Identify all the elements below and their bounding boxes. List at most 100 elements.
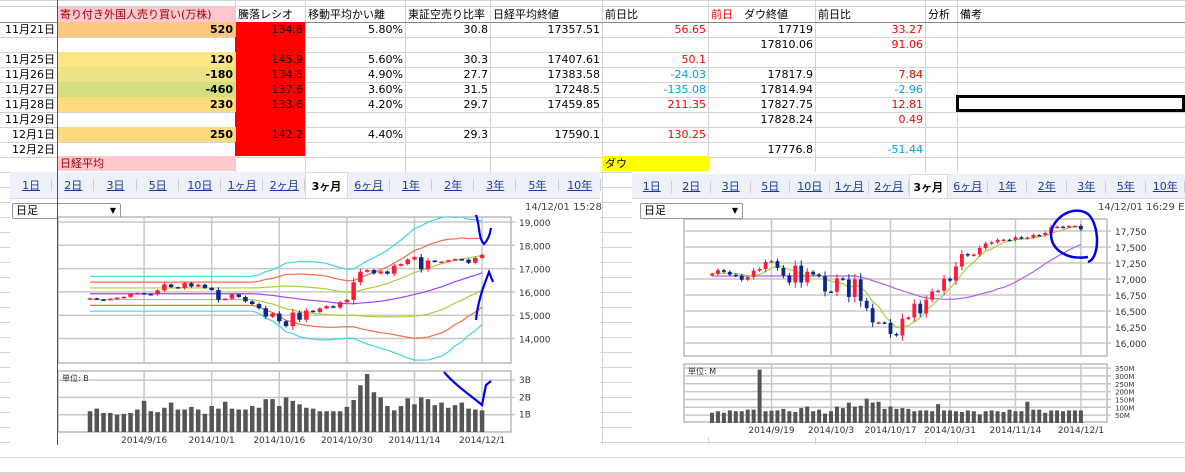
volume-bar — [392, 410, 397, 432]
volume-bar — [1043, 413, 1047, 423]
candle-body — [345, 300, 350, 302]
candle-body — [358, 272, 363, 282]
candle-body — [264, 308, 269, 316]
volume-bar — [223, 402, 228, 432]
volume-bar — [203, 414, 208, 432]
volume-bar — [284, 397, 289, 432]
volume-bar — [716, 411, 720, 423]
volume-bar — [405, 398, 410, 432]
y-tick-label: 17,000 — [519, 266, 551, 276]
volume-bar — [1008, 410, 1012, 423]
volume-bar — [1079, 410, 1083, 423]
volume-bar — [859, 406, 863, 423]
candle-body — [291, 313, 296, 326]
volume-tick-label: 2B — [519, 393, 531, 403]
candle-body — [823, 276, 827, 291]
candle-body — [972, 254, 976, 256]
volume-bar — [304, 408, 309, 432]
candle-body — [716, 270, 720, 274]
volume-bar — [155, 412, 160, 432]
candle-body — [108, 299, 113, 301]
volume-bar — [728, 410, 732, 423]
candle-body — [1043, 233, 1047, 235]
candle-body — [257, 304, 262, 308]
candle-body — [446, 260, 451, 262]
volume-bar — [345, 407, 350, 432]
y-tick-label: 17,750 — [1115, 228, 1147, 238]
candle-body — [918, 304, 922, 314]
volume-bar — [775, 410, 779, 423]
volume-bar — [101, 413, 106, 432]
y-tick-label: 16,000 — [519, 289, 551, 299]
candle-body — [196, 285, 201, 287]
volume-bar — [817, 410, 821, 423]
candle-body — [948, 279, 952, 281]
volume-bar — [823, 414, 827, 423]
freeze-pane-line — [57, 0, 58, 445]
candle-body — [978, 248, 982, 254]
volume-bar — [169, 403, 174, 432]
candle-body — [728, 272, 732, 275]
candle-body — [1079, 226, 1083, 229]
candle-body — [1067, 226, 1071, 228]
candle-body — [142, 293, 147, 295]
volume-bar — [412, 404, 417, 432]
candle-body — [960, 254, 964, 266]
volume-bar — [378, 397, 383, 432]
volume-bar — [318, 411, 323, 432]
volume-bar — [358, 385, 363, 432]
candle-body — [722, 270, 726, 272]
candle-body — [250, 301, 255, 304]
candle-body — [365, 270, 370, 272]
candle-body — [871, 308, 875, 322]
volume-bar — [331, 411, 336, 432]
candle-body — [996, 240, 1000, 243]
volume-bar — [960, 412, 964, 423]
volume-bar — [88, 411, 93, 432]
volume-tick-label: 300M — [1115, 373, 1134, 381]
volume-bar — [793, 412, 797, 423]
y-tick-label: 16,000 — [1115, 340, 1147, 350]
volume-bar — [433, 405, 438, 432]
volume-bar — [95, 409, 100, 432]
y-tick-label: 16,500 — [1115, 308, 1147, 318]
volume-bar — [446, 408, 451, 432]
volume-bar — [466, 409, 471, 432]
candle-body — [1020, 237, 1024, 239]
candle-body — [776, 261, 780, 268]
candle-body — [101, 299, 106, 301]
candle-body — [805, 272, 809, 283]
candle-body — [752, 271, 756, 277]
y-tick-label: 18,000 — [519, 242, 551, 252]
candle-body — [936, 291, 940, 293]
volume-bar — [372, 392, 377, 432]
candle-body — [480, 255, 485, 258]
volume-bar — [1031, 410, 1035, 423]
volume-bar — [230, 409, 235, 432]
volume-unit-label: 単位: M — [688, 366, 716, 376]
candle-body — [135, 293, 140, 295]
candle-body — [243, 297, 248, 301]
x-tick-label: 2014/12/1 — [1058, 426, 1104, 436]
volume-bar — [889, 407, 893, 423]
volume-bar — [894, 409, 898, 423]
candle-body — [930, 291, 934, 299]
x-tick-label: 2014/12/1 — [459, 436, 505, 445]
candle-body — [841, 278, 845, 280]
y-tick-label: 16,750 — [1115, 292, 1147, 302]
y-tick-label: 17,250 — [1115, 260, 1147, 270]
volume-bar — [1037, 410, 1041, 423]
volume-bar — [270, 399, 275, 432]
y-tick-label: 16,250 — [1115, 324, 1147, 334]
volume-bar — [912, 411, 916, 423]
volume-bar — [865, 399, 869, 423]
volume-bar — [480, 410, 485, 432]
candle-body — [1073, 226, 1077, 228]
volume-tick-label: 200M — [1115, 389, 1134, 397]
row-gridline — [0, 457, 1185, 458]
candle-body — [984, 244, 988, 248]
candle-body — [304, 311, 309, 320]
volume-bar — [385, 406, 390, 432]
candle-body — [883, 322, 887, 324]
candle-body — [149, 294, 154, 296]
